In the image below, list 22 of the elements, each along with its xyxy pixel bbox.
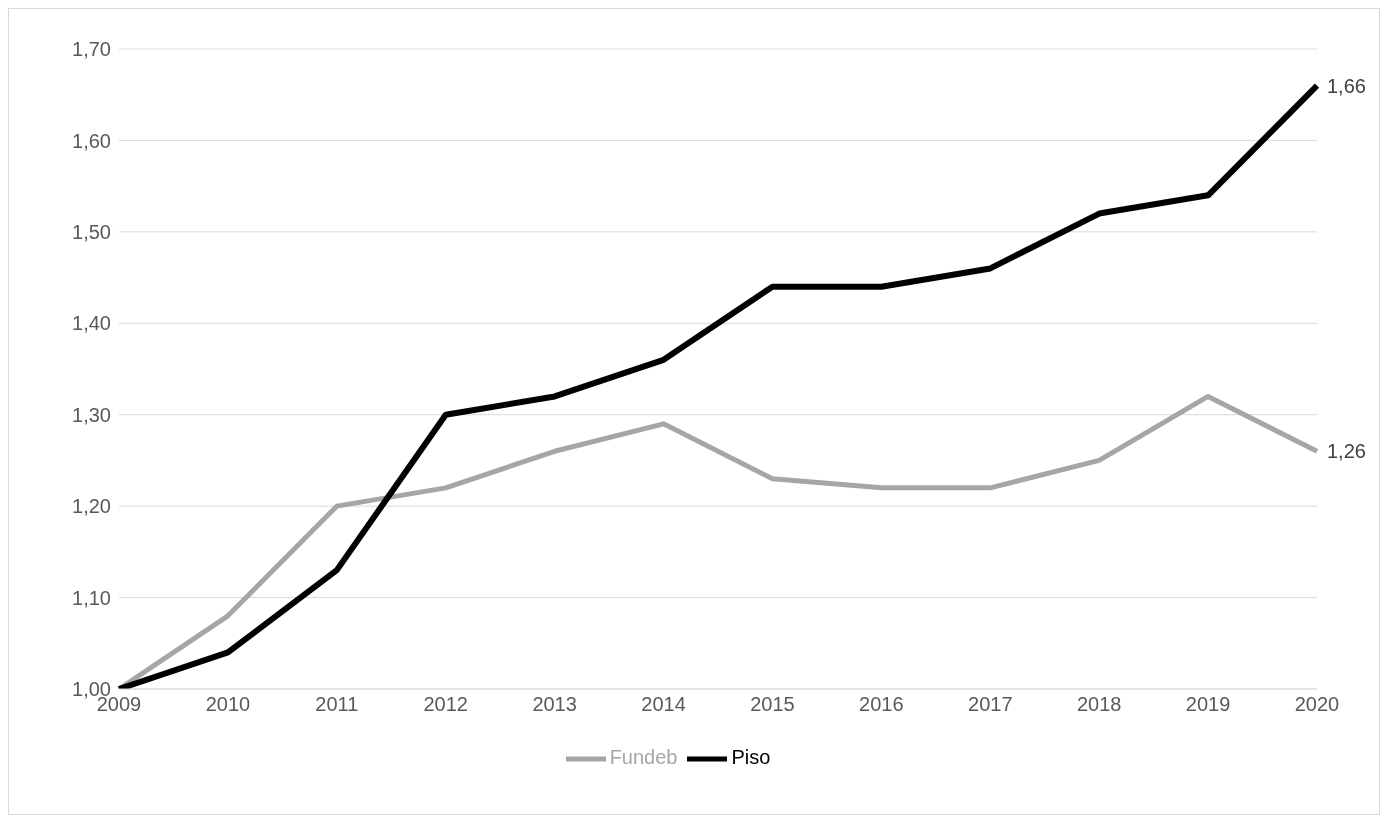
legend-label: Fundeb (609, 746, 678, 769)
x-tick-label: 2015 (750, 693, 795, 716)
y-tick-label: 1,50 (72, 220, 111, 243)
y-tick-label: 1,70 (72, 38, 111, 61)
x-tick-label: 2020 (1294, 693, 1340, 716)
y-tick-label: 1,40 (72, 312, 111, 335)
data-label: 1,66 (1327, 74, 1366, 97)
x-tick-label: 2018 (1076, 693, 1122, 716)
y-tick-label: 1,30 (72, 403, 111, 426)
x-tick-label: 2011 (315, 693, 359, 716)
y-tick-label: 1,60 (72, 129, 111, 152)
x-tick-label: 2016 (859, 693, 904, 716)
x-tick-label: 2014 (641, 693, 686, 716)
legend-label: Piso (731, 746, 771, 769)
x-tick-label: 2010 (205, 693, 251, 716)
data-label: 1,26 (1327, 440, 1366, 463)
x-tick-label: 2017 (968, 693, 1013, 716)
x-tick-label: 2012 (423, 693, 468, 716)
x-tick-label: 2013 (532, 693, 577, 716)
x-tick-label: 2019 (1185, 693, 1231, 716)
y-tick-label: 1,20 (72, 495, 111, 518)
y-tick-label: 1,10 (72, 586, 111, 609)
